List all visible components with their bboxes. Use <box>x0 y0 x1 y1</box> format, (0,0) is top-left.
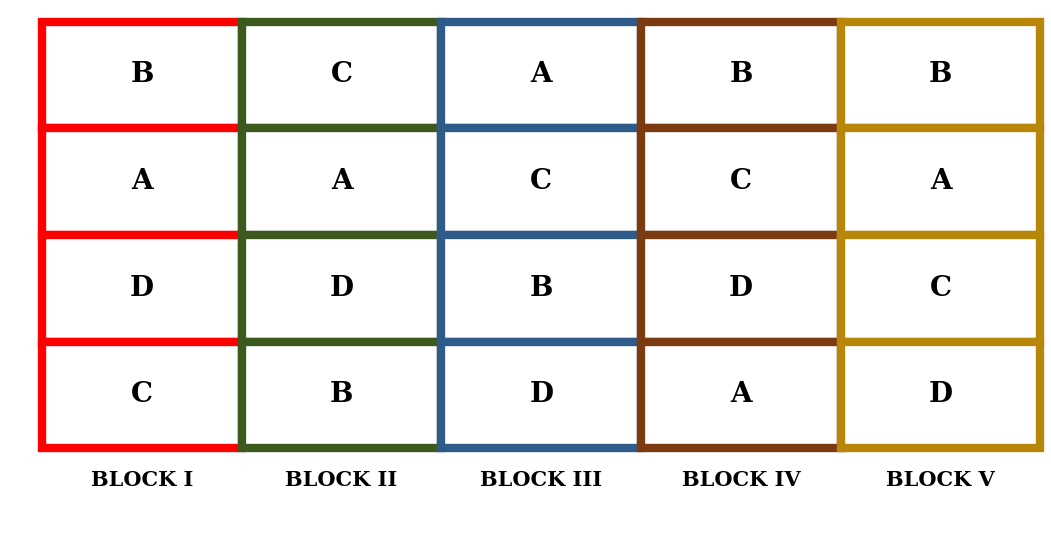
Text: BLOCK V: BLOCK V <box>886 470 995 490</box>
Text: B: B <box>330 381 353 408</box>
Text: D: D <box>330 275 353 302</box>
Text: B: B <box>929 62 952 89</box>
Bar <box>841 128 1040 235</box>
Text: A: A <box>131 168 152 195</box>
Text: A: A <box>331 168 352 195</box>
Bar <box>641 22 841 128</box>
Bar <box>242 342 441 448</box>
Text: B: B <box>729 62 753 89</box>
Text: C: C <box>331 62 352 89</box>
Bar <box>441 128 641 235</box>
Text: D: D <box>729 275 753 302</box>
Bar <box>841 235 1040 342</box>
Text: A: A <box>930 168 951 195</box>
Text: D: D <box>530 381 553 408</box>
Bar <box>42 128 242 235</box>
Bar <box>42 22 242 128</box>
Bar <box>441 22 641 128</box>
Text: BLOCK I: BLOCK I <box>90 470 193 490</box>
Text: BLOCK II: BLOCK II <box>286 470 397 490</box>
Bar <box>641 128 841 235</box>
Text: C: C <box>531 168 552 195</box>
Bar <box>42 235 242 342</box>
Text: BLOCK III: BLOCK III <box>480 470 602 490</box>
Text: B: B <box>530 275 553 302</box>
Bar <box>242 235 441 342</box>
Bar <box>641 342 841 448</box>
Bar <box>641 235 841 342</box>
Text: D: D <box>929 381 952 408</box>
Text: A: A <box>531 62 552 89</box>
Bar <box>242 128 441 235</box>
Text: A: A <box>730 381 751 408</box>
Text: C: C <box>131 381 152 408</box>
Text: D: D <box>130 275 153 302</box>
Bar <box>841 342 1040 448</box>
Text: C: C <box>730 168 751 195</box>
Bar <box>441 342 641 448</box>
Text: C: C <box>930 275 951 302</box>
Bar <box>841 22 1040 128</box>
Bar <box>242 22 441 128</box>
Text: B: B <box>130 62 153 89</box>
Bar <box>42 342 242 448</box>
Text: BLOCK IV: BLOCK IV <box>682 470 800 490</box>
Bar <box>441 235 641 342</box>
